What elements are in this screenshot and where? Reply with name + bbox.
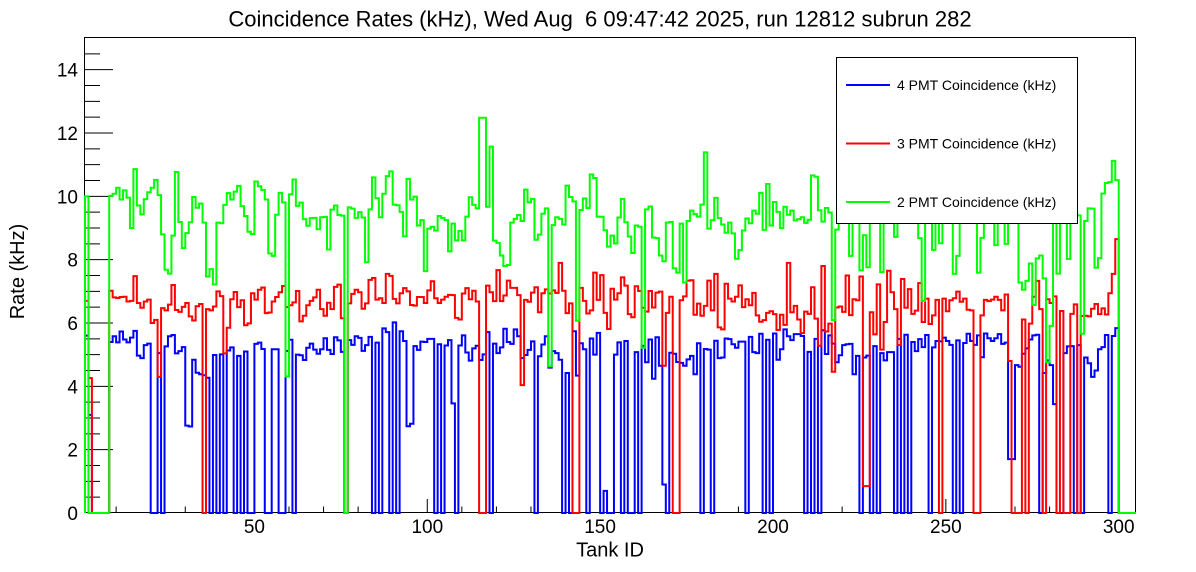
svg-text:10: 10 — [57, 187, 78, 208]
svg-text:4: 4 — [67, 377, 78, 398]
svg-text:100: 100 — [411, 517, 443, 538]
svg-text:8: 8 — [67, 251, 78, 272]
svg-text:2: 2 — [67, 441, 78, 462]
svg-text:200: 200 — [757, 517, 789, 538]
svg-text:Coincidence Rates (kHz), Wed A: Coincidence Rates (kHz), Wed Aug 6 09:47… — [228, 7, 971, 32]
svg-text:3 PMT Coincidence (kHz): 3 PMT Coincidence (kHz) — [897, 136, 1056, 152]
svg-text:150: 150 — [584, 517, 616, 538]
svg-text:2 PMT Coincidence (kHz): 2 PMT Coincidence (kHz) — [897, 194, 1056, 210]
svg-text:0: 0 — [67, 504, 78, 525]
svg-text:6: 6 — [67, 314, 78, 335]
svg-text:Tank ID: Tank ID — [576, 540, 644, 562]
svg-text:4 PMT Coincidence (kHz): 4 PMT Coincidence (kHz) — [897, 77, 1056, 93]
svg-text:50: 50 — [244, 517, 265, 538]
svg-text:12: 12 — [57, 124, 78, 145]
svg-text:Rate (kHz): Rate (kHz) — [7, 224, 29, 320]
svg-text:14: 14 — [57, 61, 79, 82]
svg-text:250: 250 — [930, 517, 962, 538]
svg-text:300: 300 — [1103, 517, 1135, 538]
